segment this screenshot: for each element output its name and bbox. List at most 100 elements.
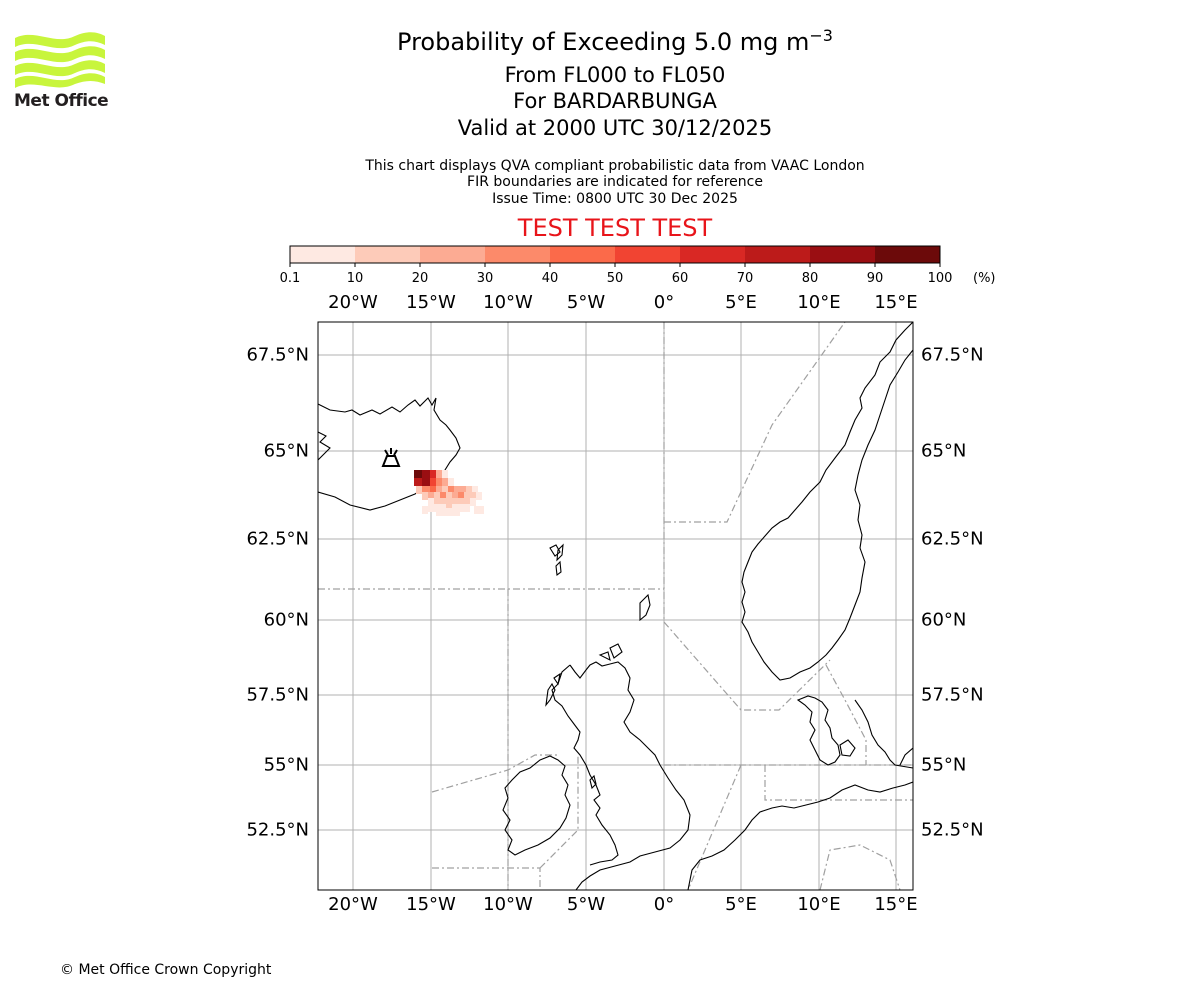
longitude-label: 20°W — [328, 894, 378, 915]
iceland-coast — [318, 397, 461, 511]
ash-cell — [440, 498, 446, 506]
ash-cell — [474, 506, 484, 514]
ash-cell — [472, 486, 478, 494]
shetland-islands — [639, 593, 651, 622]
ash-cell — [458, 504, 464, 512]
ash-cell — [434, 498, 440, 506]
ash-cell — [452, 508, 460, 516]
colorbar-tick-label: 70 — [736, 271, 754, 286]
ash-cell — [416, 486, 422, 494]
ash-cell — [414, 470, 422, 478]
longitude-label: 0° — [653, 894, 675, 915]
colorbar-segment — [485, 246, 550, 263]
ash-cell — [428, 492, 434, 500]
info-line-qva: This chart displays QVA compliant probab… — [365, 158, 865, 174]
latitude-label: 57.5°N — [246, 684, 309, 706]
ash-cell — [452, 492, 458, 500]
test-banner: TEST TEST TEST — [517, 214, 713, 242]
ash-cell — [436, 486, 442, 494]
ash-cell — [466, 486, 472, 494]
ash-cell — [470, 492, 476, 500]
longitude-label: 5°W — [566, 292, 606, 313]
ash-cell — [444, 508, 452, 516]
colorbar-segment — [810, 246, 875, 263]
met-office-logo-waves — [15, 32, 105, 88]
map-frame — [317, 321, 914, 891]
latitude-label: 67.5°N — [246, 344, 309, 366]
colorbar-tick-label: 20 — [411, 271, 429, 286]
latitude-label: 55°N — [921, 754, 967, 776]
latitude-label: 62.5°N — [921, 528, 984, 550]
longitude-label: 5°W — [566, 894, 606, 915]
faroe-islands — [549, 543, 564, 577]
ash-cell — [458, 492, 464, 500]
colorbar-tick-label: 50 — [606, 271, 624, 286]
valid-time: Valid at 2000 UTC 30/12/2025 — [457, 116, 773, 140]
graticule — [318, 322, 913, 890]
ash-cell — [442, 486, 448, 494]
colorbar-tick-label: 10 — [346, 271, 364, 286]
colorbar-tick-label: 100 — [927, 271, 953, 286]
ash-probability-field — [414, 470, 484, 516]
colorbar — [289, 245, 941, 267]
colorbar-tick-label: 0.1 — [279, 271, 301, 286]
latitude-label: 52.5°N — [246, 819, 309, 841]
colorbar-segment — [290, 246, 355, 263]
fir-boundaries — [318, 322, 913, 890]
latitude-label: 52.5°N — [921, 819, 984, 841]
longitude-label: 5°E — [725, 292, 757, 313]
ash-cell — [430, 486, 436, 494]
ash-cell — [448, 486, 454, 494]
longitude-label: 15°W — [406, 894, 456, 915]
colorbar-segment — [355, 246, 420, 263]
ash-cell — [446, 492, 452, 500]
longitude-label: 15°E — [874, 894, 918, 915]
continental-coast — [687, 781, 913, 890]
ash-cell — [442, 470, 448, 478]
ash-cell — [430, 478, 436, 486]
longitude-label: 10°E — [797, 894, 841, 915]
ash-cell — [436, 470, 442, 478]
issue-time: Issue Time: 0800 UTC 30 Dec 2025 — [492, 191, 738, 207]
longitude-label: 5°E — [725, 894, 757, 915]
copyright-notice: © Met Office Crown Copyright — [60, 962, 272, 978]
ash-cell — [440, 492, 446, 500]
ash-cell — [460, 486, 466, 494]
ash-cell — [452, 498, 458, 506]
norway-coast — [741, 322, 913, 681]
colorbar-tick-label: 40 — [541, 271, 559, 286]
colorbar-segment — [680, 246, 745, 263]
longitude-label: 10°W — [483, 292, 533, 313]
flight-level-range: From FL000 to FL050 — [504, 63, 726, 87]
ash-cell — [470, 498, 476, 506]
ash-cell — [476, 492, 482, 500]
colorbar-segment — [420, 246, 485, 263]
ash-cell — [428, 498, 434, 506]
ash-cell — [458, 498, 464, 506]
ash-cell — [422, 486, 430, 494]
ash-cell — [422, 478, 430, 486]
colorbar-tick-label: 80 — [801, 271, 819, 286]
latitude-label: 60°N — [263, 609, 309, 631]
title-prefix: Probability of Exceeding 5.0 mg m — [397, 28, 810, 56]
latitude-label: 55°N — [263, 754, 309, 776]
longitude-label: 0° — [653, 292, 675, 313]
colorbar-tick-label: 30 — [476, 271, 494, 286]
latitude-label: 57.5°N — [921, 684, 984, 706]
met-office-logo-text: Met Office — [14, 91, 109, 111]
colorbar-tick-label: 60 — [671, 271, 689, 286]
latitude-label: 65°N — [263, 440, 309, 462]
ireland-coast — [502, 755, 571, 856]
colorbar-tick-label: 90 — [866, 271, 884, 286]
title-superscript: −3 — [809, 26, 833, 45]
colorbar-segment — [745, 246, 810, 263]
ash-cell — [422, 492, 428, 500]
info-line-fir: FIR boundaries are indicated for referen… — [467, 174, 763, 190]
ash-cell — [414, 478, 422, 486]
coastlines — [318, 322, 913, 890]
ash-cell — [448, 478, 454, 486]
ash-cell — [422, 470, 430, 478]
longitude-label: 15°E — [874, 292, 918, 313]
longitude-label: 10°W — [483, 894, 533, 915]
longitude-label: 20°W — [328, 292, 378, 313]
